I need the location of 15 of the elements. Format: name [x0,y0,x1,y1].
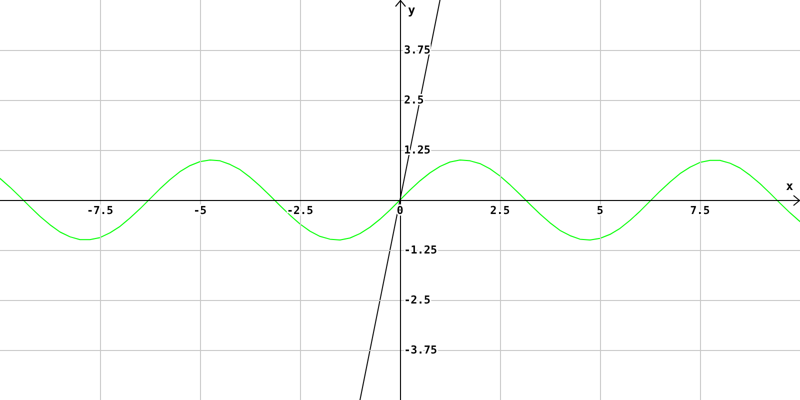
x-tick-label: 7.5 [690,204,710,217]
x-tick-label: 5 [596,204,604,217]
y-tick-label: 3.75 [404,44,430,56]
line-series [0,160,800,240]
x-tick-label: -5 [193,204,207,217]
y-tick-label: 2.5 [404,94,424,106]
x-tick-label: -7.5 [86,204,114,217]
x-tick-label: -2.5 [286,204,314,217]
y-tick-label: 1.25 [404,144,430,156]
x-tick-label: 2.5 [490,204,510,217]
x-axis-title: x [786,179,794,193]
y-tick-label: -1.25 [404,244,438,256]
y-tick-label: -3.75 [404,344,438,356]
y-axis-title: y [408,3,416,17]
y-tick-label: -2.5 [404,294,430,306]
